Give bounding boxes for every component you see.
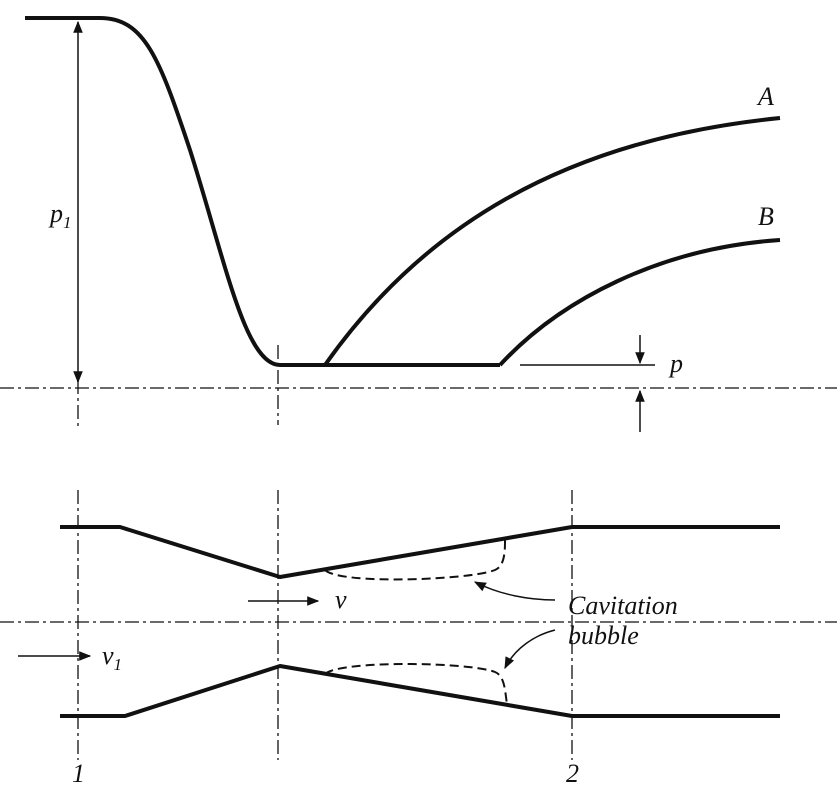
label-p: p [668,349,683,378]
curve-b [498,238,781,367]
pressure-plot: A B p1 p [0,16,837,432]
station-2: 2 [566,759,579,788]
lower-wall [60,664,780,718]
bubble-lower [324,663,508,705]
label-v1: v1 [102,641,122,674]
pressure-curve [25,16,500,367]
bubble-label: bubble [568,621,639,650]
label-a: A [756,82,774,111]
bubble-pointer-1 [473,581,556,601]
label-p1: p1 [48,199,72,232]
bubble-label: Cavitation [568,591,678,620]
curve-a [323,116,781,367]
nozzle: v v1 Cavitation bubble 1 2 [0,490,837,788]
bubble-pointer-2 [504,629,556,670]
label-v: v [335,585,347,614]
label-b: B [758,202,774,231]
station-1: 1 [72,759,85,788]
bubble-upper [324,539,506,581]
upper-wall [60,525,780,579]
